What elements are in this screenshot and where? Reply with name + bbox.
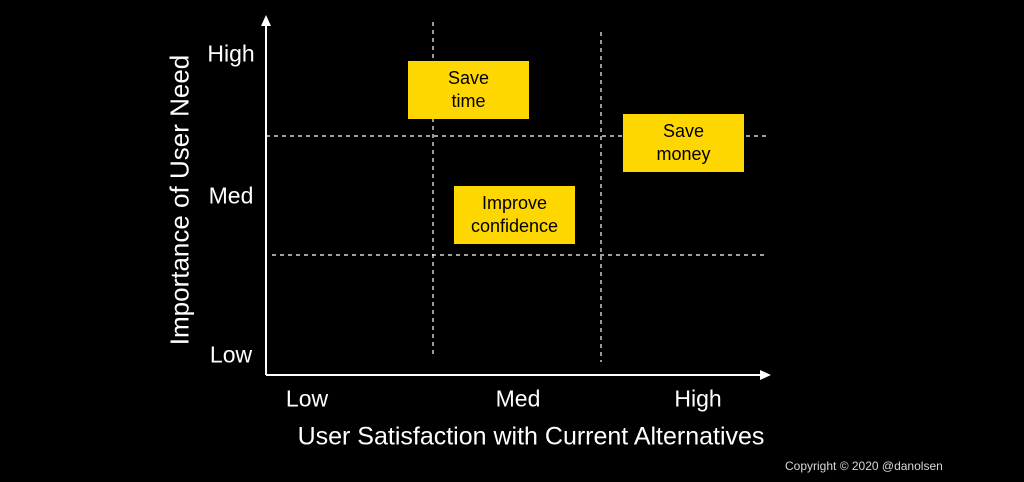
need-box-save-money: Save money	[623, 114, 744, 172]
y-axis-arrowhead	[261, 15, 271, 26]
x-tick-high: High	[674, 385, 722, 412]
y-tick-med: Med	[208, 182, 254, 209]
need-label-line: Save	[662, 121, 705, 141]
need-box-save-time: Save time	[408, 61, 529, 119]
x-axis-label: User Satisfaction with Current Alternati…	[297, 422, 765, 451]
copyright-text: Copyright © 2020 @danolsen	[785, 459, 943, 473]
y-axis-label: Importance of User Need	[164, 54, 195, 346]
need-label-line: Improve	[481, 193, 548, 213]
need-label-line: money	[656, 144, 711, 164]
y-tick-low: Low	[209, 341, 253, 368]
need-label-line: time	[451, 91, 486, 111]
x-tick-low: Low	[285, 385, 329, 412]
need-label-line: confidence	[470, 216, 559, 236]
x-tick-med: Med	[495, 385, 541, 412]
x-axis-arrowhead	[760, 370, 771, 380]
y-tick-high: High	[207, 40, 255, 67]
need-box-improve-confidence: Improve confidence	[454, 186, 575, 244]
need-label-line: Save	[447, 68, 490, 88]
